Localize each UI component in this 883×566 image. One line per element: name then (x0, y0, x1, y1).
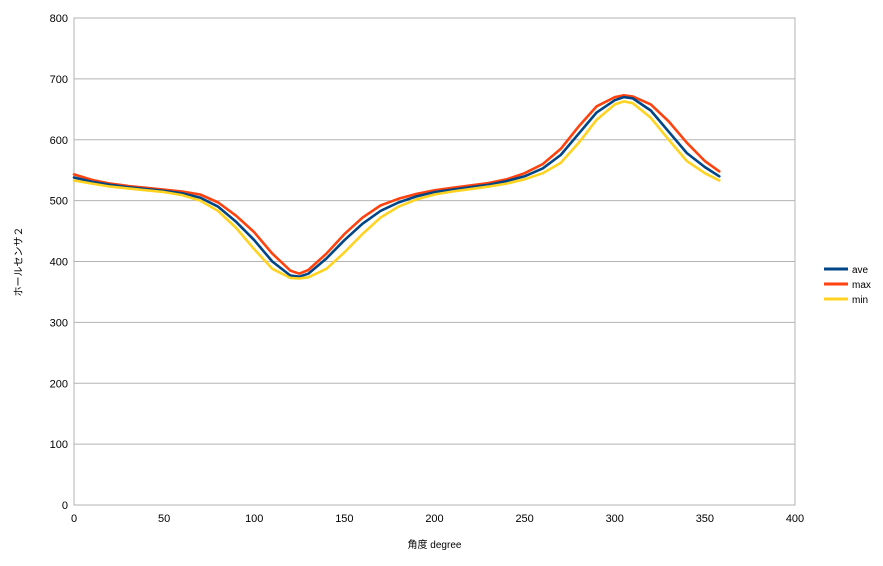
x-tick-label: 300 (606, 513, 624, 525)
legend-label-ave: ave (852, 265, 869, 276)
x-axis-tick-labels: 0 50 100 150 200 250 300 350 400 (71, 513, 804, 525)
series-lines (72, 94, 721, 280)
y-tick-label: 600 (50, 135, 68, 147)
series-line-max (72, 94, 721, 276)
y-tick-label: 500 (50, 196, 68, 208)
x-tick-label: 400 (786, 513, 804, 525)
y-tick-label: 0 (62, 500, 68, 512)
series-line-ave (72, 95, 721, 279)
series-line-min (72, 100, 721, 280)
horizontal-gridlines (74, 17, 795, 506)
y-tick-label: 800 (50, 13, 68, 25)
y-tick-label: 300 (50, 317, 68, 329)
legend: ave max min (824, 265, 871, 306)
plot-area-frame (73, 17, 796, 506)
y-tick-label: 200 (50, 378, 68, 390)
y-tick-label: 700 (50, 74, 68, 86)
x-axis-title: 角度 degree (408, 538, 462, 551)
x-tick-label: 250 (515, 513, 533, 525)
y-axis-tick-labels: 0 100 200 300 400 500 600 700 800 (50, 13, 68, 512)
x-tick-label: 0 (71, 513, 77, 525)
y-axis-title: ホールセンサ２ (13, 227, 25, 297)
y-tick-label: 400 (50, 257, 68, 269)
x-tick-label: 150 (335, 513, 353, 525)
x-tick-label: 50 (158, 513, 170, 525)
x-tick-label: 350 (696, 513, 714, 525)
y-tick-label: 100 (50, 439, 68, 451)
legend-label-min: min (852, 295, 868, 306)
x-tick-label: 100 (245, 513, 263, 525)
x-tick-label: 200 (425, 513, 443, 525)
legend-label-max: max (852, 280, 871, 291)
